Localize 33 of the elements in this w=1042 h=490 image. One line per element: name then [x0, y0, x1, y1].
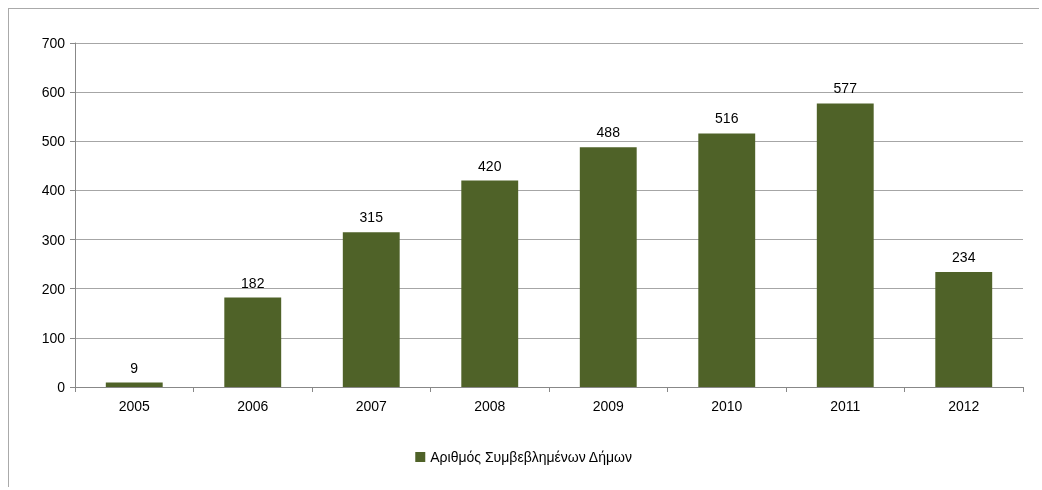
data-label: 234 [952, 249, 976, 266]
bar [461, 180, 519, 387]
x-tick-label: 2010 [711, 398, 743, 414]
data-label: 315 [359, 209, 384, 226]
y-tick-label: 100 [41, 329, 66, 346]
y-tick-label: 700 [41, 35, 66, 51]
y-tick-label: 0 [57, 379, 66, 395]
bar [342, 232, 400, 387]
legend-label: Αριθμός Συμβεβλημένων Δήμων [430, 449, 632, 465]
bar [935, 272, 993, 387]
data-label: 182 [241, 274, 265, 291]
bar [224, 297, 282, 387]
x-tick-label: 2012 [948, 398, 980, 414]
x-tick-label: 2005 [118, 398, 151, 414]
bar [816, 103, 874, 387]
data-label: 577 [833, 80, 858, 97]
x-tick-label: 2011 [830, 398, 861, 414]
y-tick-label: 400 [41, 182, 66, 199]
x-tick-label: 2007 [355, 398, 388, 414]
data-label: 516 [715, 110, 739, 127]
bar [105, 382, 163, 387]
x-tick-label: 2008 [474, 398, 506, 414]
y-tick-label: 200 [41, 280, 66, 297]
y-tick-label: 500 [41, 133, 66, 150]
data-label: 420 [478, 157, 502, 174]
data-label: 9 [130, 359, 139, 376]
data-label: 488 [596, 124, 621, 141]
x-tick-label: 2006 [237, 398, 269, 414]
x-tick-label: 2009 [592, 398, 625, 414]
bar [698, 133, 756, 387]
y-tick-label: 300 [41, 231, 66, 248]
y-tick-label: 600 [41, 84, 66, 101]
bar [579, 147, 637, 387]
